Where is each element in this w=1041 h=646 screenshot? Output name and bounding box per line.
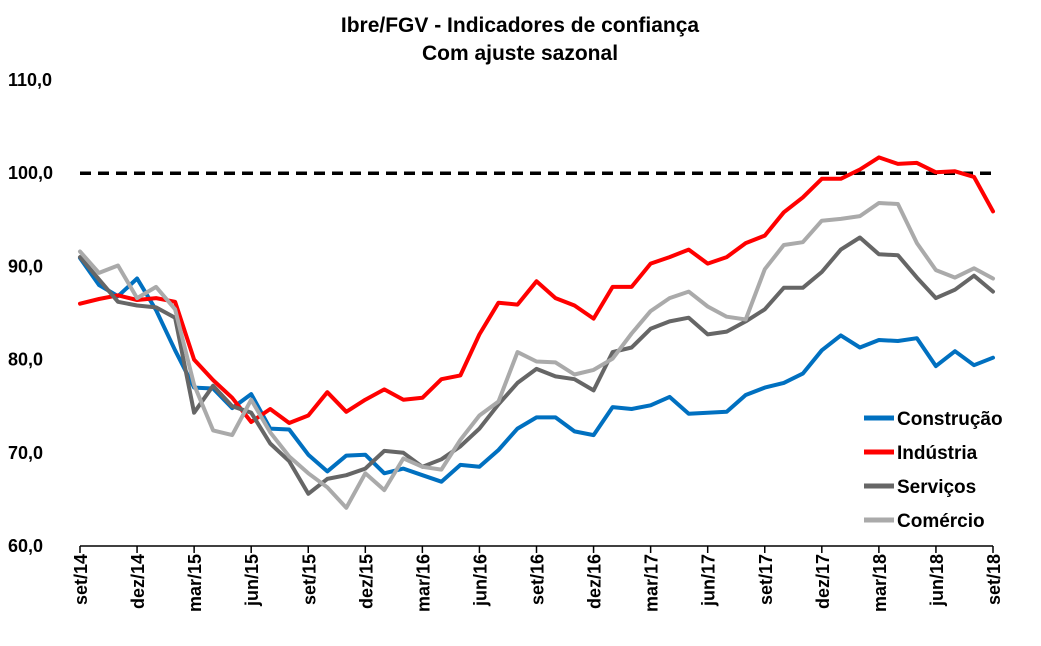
y-tick-label: 80,0 bbox=[8, 350, 43, 370]
legend-label-3: Comércio bbox=[897, 511, 985, 532]
x-axis-tick-labels: set/14 dez/14 mar/15 jun/15 set/15 dez/15 mar/… bbox=[71, 554, 1004, 612]
legend: Construção Indústria Serviços Comércio bbox=[864, 409, 1003, 532]
x-tick-label: set/16 bbox=[528, 554, 548, 605]
x-tick-label: jun/18 bbox=[927, 554, 947, 607]
x-tick-label: set/18 bbox=[984, 554, 1004, 605]
legend-label-1: Indústria bbox=[897, 443, 978, 464]
x-tick-label: jun/16 bbox=[470, 554, 490, 607]
chart-title: Ibre/FGV - Indicadores de confiança bbox=[341, 14, 700, 37]
x-tick-label: mar/15 bbox=[185, 554, 205, 612]
x-tick-label: jun/17 bbox=[699, 554, 719, 607]
x-tick-label: mar/17 bbox=[642, 554, 662, 612]
x-tick-label: set/17 bbox=[756, 554, 776, 605]
series-line-1 bbox=[78, 155, 995, 425]
x-tick-label: dez/15 bbox=[356, 554, 376, 609]
y-tick-label: 70,0 bbox=[8, 443, 43, 463]
y-tick-label: 100,0 bbox=[8, 163, 53, 183]
y-tick-label: 60,0 bbox=[8, 536, 43, 556]
plot-area bbox=[78, 155, 995, 553]
legend-label-0: Construção bbox=[897, 409, 1003, 430]
series-line-3 bbox=[78, 201, 995, 510]
x-tick-label: dez/14 bbox=[128, 554, 148, 609]
series-lines bbox=[78, 155, 995, 510]
chart-subtitle: Com ajuste sazonal bbox=[422, 42, 618, 65]
x-tick-label: mar/16 bbox=[413, 554, 433, 612]
x-tick-label: mar/18 bbox=[870, 554, 890, 612]
y-axis-tick-labels: 110,0 100,0 90,0 80,0 70,0 60,0 bbox=[8, 70, 53, 556]
x-axis-ticks bbox=[79, 546, 994, 553]
x-tick-label: jun/15 bbox=[242, 554, 262, 607]
x-tick-label: dez/16 bbox=[585, 554, 605, 609]
x-tick-label: dez/17 bbox=[813, 554, 833, 609]
series-line-2 bbox=[78, 235, 995, 496]
legend-label-2: Serviços bbox=[897, 477, 976, 498]
y-tick-label: 90,0 bbox=[8, 256, 43, 276]
x-tick-label: set/14 bbox=[71, 554, 91, 605]
x-tick-label: set/15 bbox=[299, 554, 319, 605]
y-tick-label: 110,0 bbox=[8, 70, 52, 90]
